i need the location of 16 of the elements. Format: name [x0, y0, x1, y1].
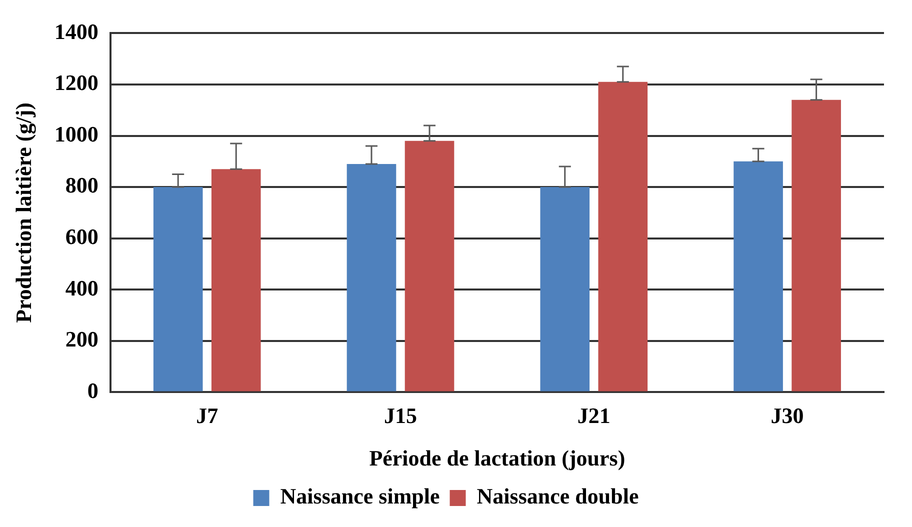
y-axis-title: Production laitière (g/j): [10, 102, 36, 323]
y-tick-label: 600: [65, 224, 98, 250]
legend-label: Naissance simple: [280, 484, 440, 509]
y-tick-label: 1400: [54, 18, 98, 44]
x-tick-label: J7: [196, 403, 218, 428]
y-tick-label: 800: [65, 172, 98, 198]
x-axis-title: Période de lactation (jours): [369, 445, 626, 470]
y-tick-label: 400: [65, 275, 98, 300]
y-tick-label: 1200: [54, 70, 98, 96]
y-tick-label: 1000: [54, 121, 98, 146]
y-tick-label: 200: [65, 326, 98, 352]
x-tick-label: J30: [770, 403, 804, 428]
x-tick-label: J21: [577, 403, 610, 428]
x-tick-label: J15: [384, 403, 417, 428]
y-tick-label: 0: [87, 378, 98, 403]
legend-label: Naissance double: [476, 484, 639, 509]
